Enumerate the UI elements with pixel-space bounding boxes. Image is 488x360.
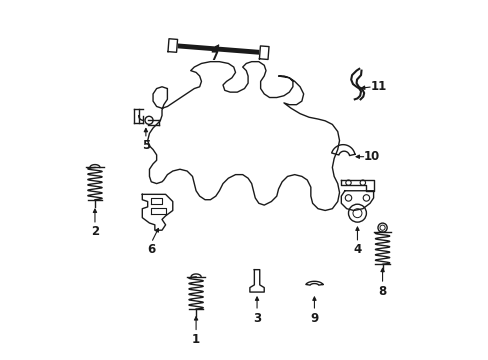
Text: 3: 3 [252,311,261,325]
Polygon shape [259,46,268,59]
Text: 1: 1 [192,333,200,346]
Text: 11: 11 [370,80,386,93]
Text: 4: 4 [353,243,361,256]
Text: 10: 10 [363,150,379,163]
Text: 7: 7 [209,50,218,63]
Text: 6: 6 [147,243,155,256]
Text: 2: 2 [91,225,99,238]
Text: 8: 8 [378,285,386,298]
Polygon shape [168,39,177,52]
Text: 5: 5 [142,139,150,152]
Text: 9: 9 [310,311,318,325]
